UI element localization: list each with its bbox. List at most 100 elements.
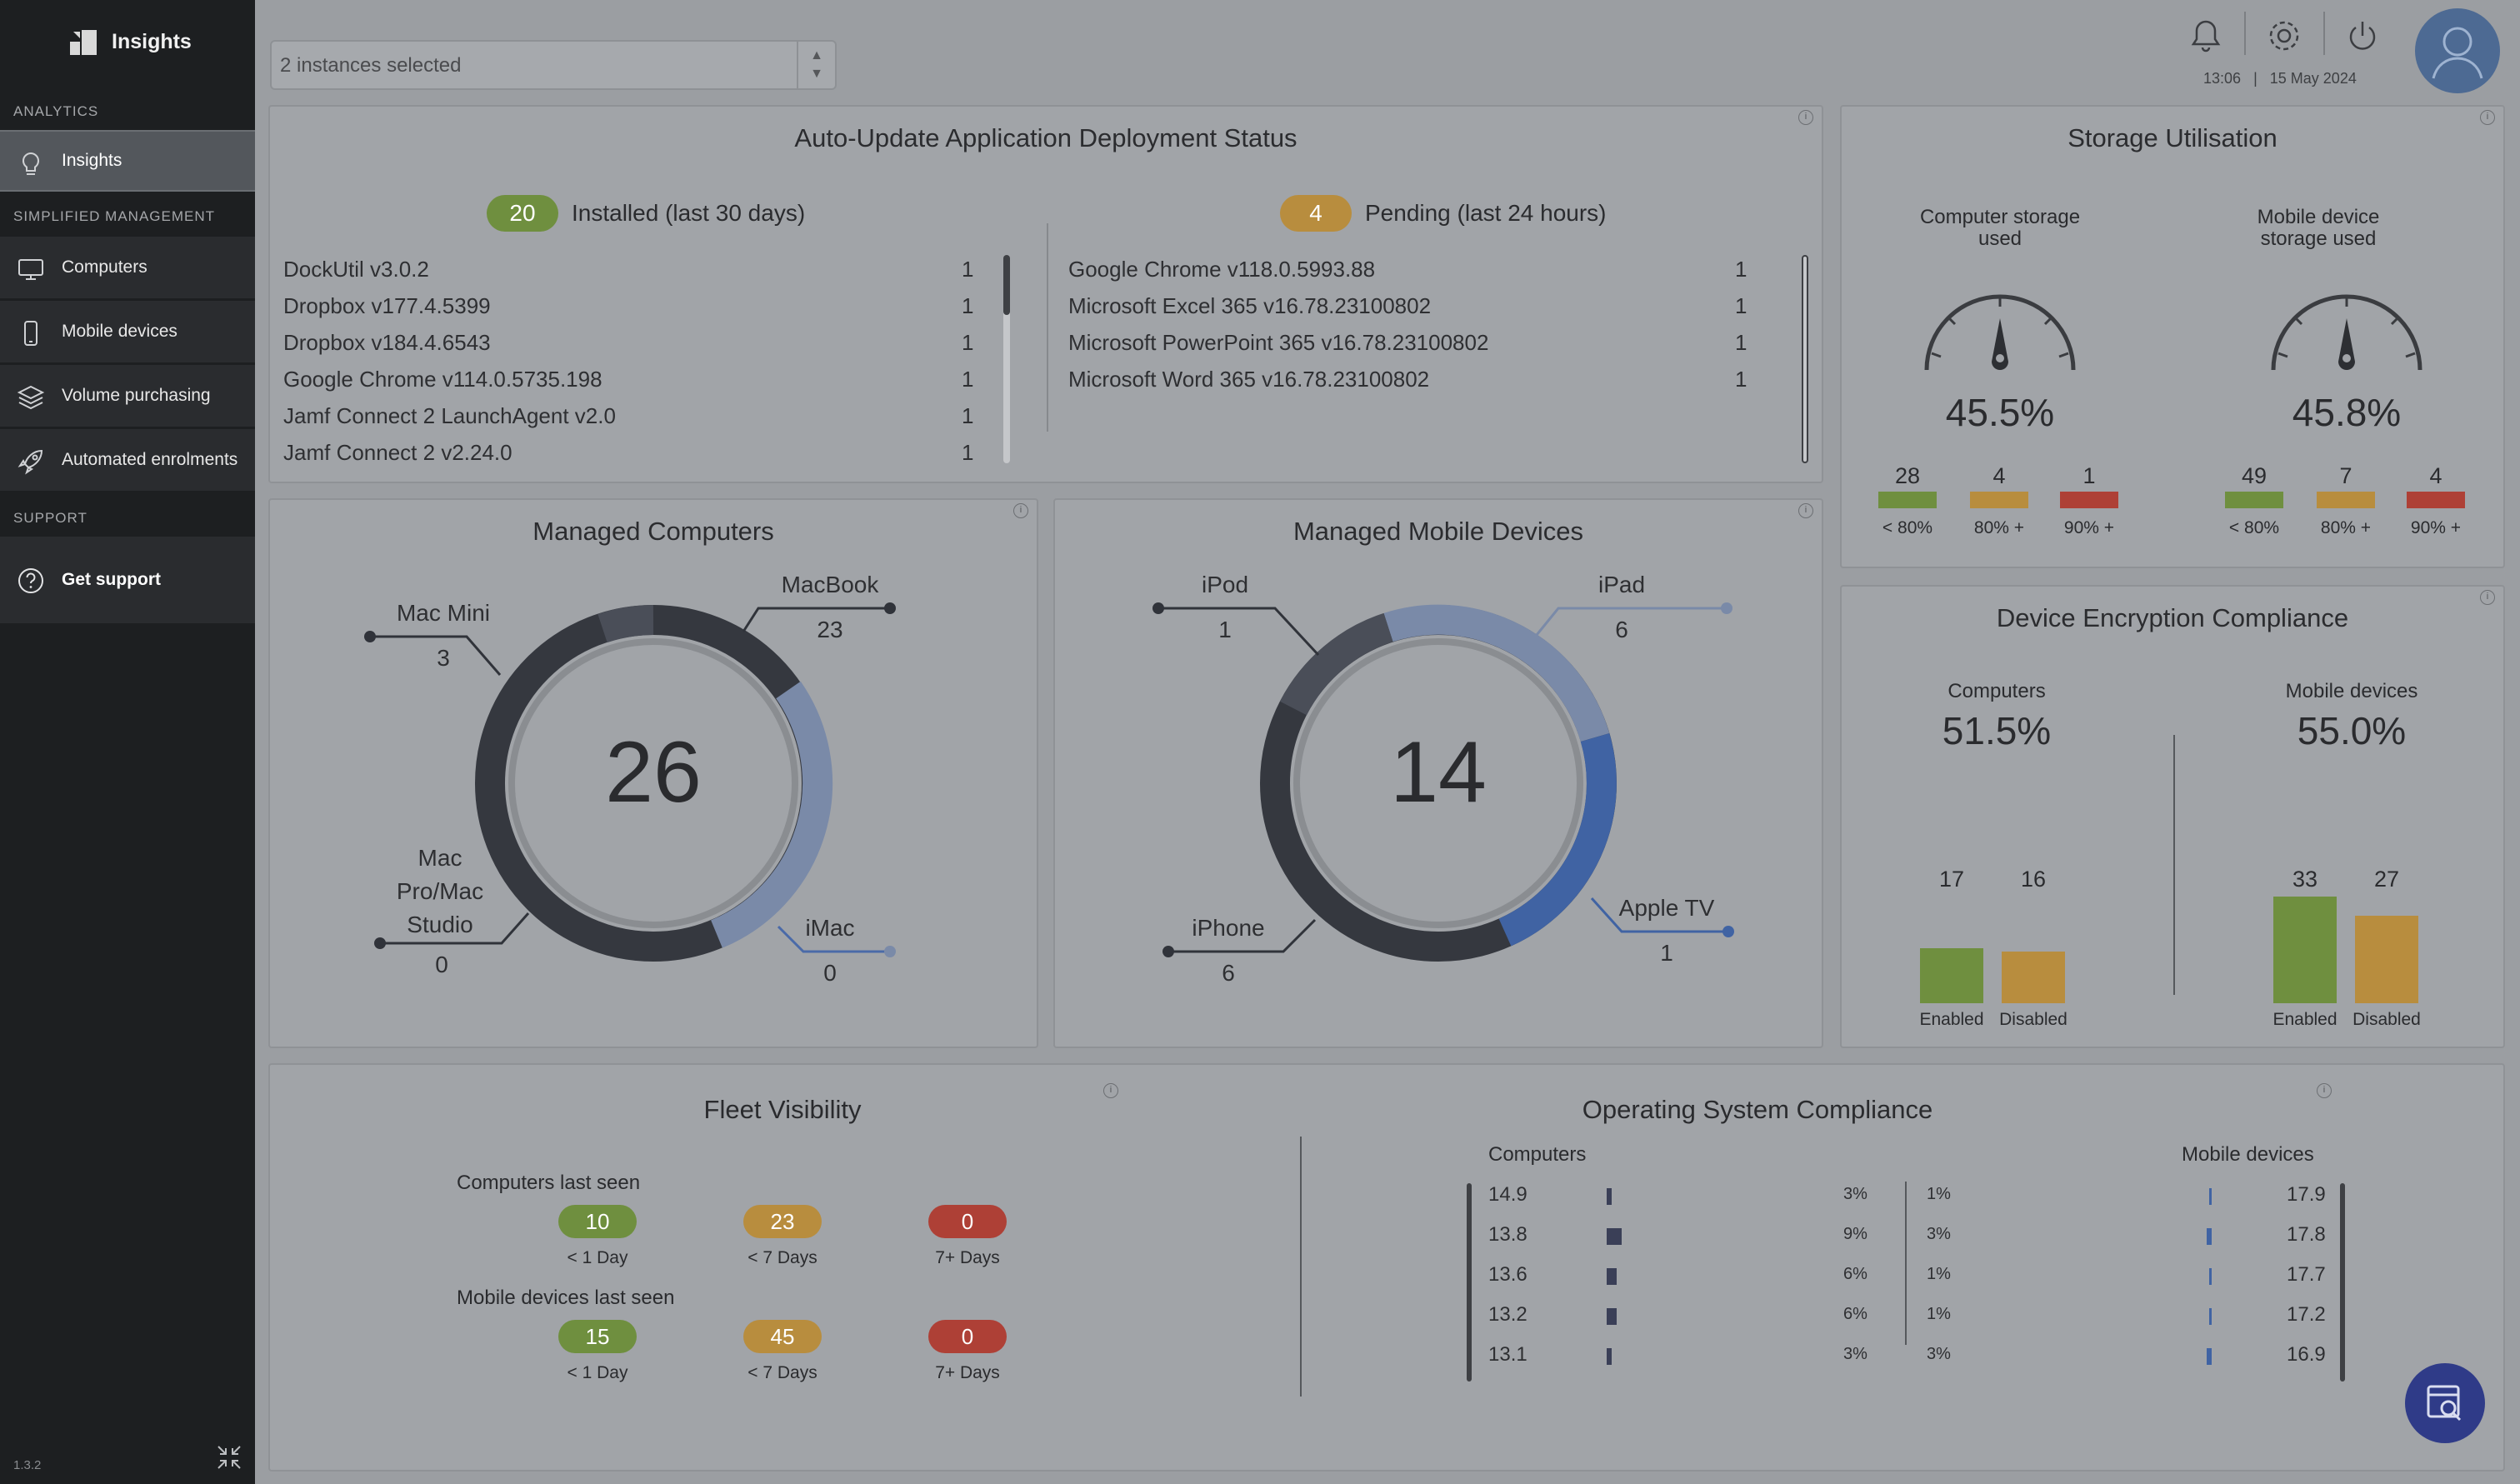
managed-computers-donut [364,602,896,962]
installed-count-badge: 20 [487,195,558,232]
info-icon[interactable]: i [1103,1083,1118,1098]
installed-scrollbar-thumb[interactable] [1003,255,1010,315]
info-icon[interactable]: i [2480,110,2495,125]
search-document-icon [2427,1385,2462,1422]
sidebar: Insights ANALYTICS Insights SIMPLIFIED M… [0,0,255,1484]
info-icon[interactable]: i [2317,1083,2332,1098]
os-percent: 3% [1927,1345,1951,1363]
installed-label: Installed (last 30 days) [572,200,806,226]
encryption-divider [2173,735,2175,995]
os-bar [1607,1268,1617,1285]
support-chat-button[interactable] [2405,1363,2485,1443]
os-version: 13.6 [1488,1263,1528,1286]
managed-computers-total: 26 [605,724,702,821]
list-item: Jamf Connect 2 v2.24.0 [283,440,512,465]
panel-title: Managed Mobile Devices [1292,517,1584,546]
list-item-count: 1 [962,367,974,392]
segment-label: iPad [1598,572,1646,597]
range-label: 7+ Days [935,1363,1000,1382]
toolbar-divider [2323,12,2325,55]
segment-label: Mac Mini [396,600,490,626]
bucket-bar-amber [2317,492,2375,508]
panel-title: Managed Computers [532,517,774,546]
encryption-mobile-percent: 55.0% [2297,709,2407,752]
segment-label: iPod [1201,572,1249,597]
range-label: 7+ Days [935,1248,1000,1267]
fleet-computers-label: Computers last seen [457,1172,641,1194]
info-icon[interactable]: i [1013,503,1028,518]
computer-storage-percent: 45.5% [1945,391,2055,434]
sidebar-item-automated-enrolments[interactable]: Automated enrolments [0,429,255,491]
mobile-storage-gauge [2271,294,2422,371]
pending-label: Pending (last 24 hours) [1365,200,1607,226]
sidebar-item-insights[interactable]: Insights [0,130,255,192]
managed-mobile-total: 14 [1390,724,1487,821]
bucket-value: 1 [2082,463,2096,488]
os-version: 13.1 [1488,1343,1528,1366]
storage-panel: Storage Utilisation i Computer storage u… [1840,105,2505,568]
select-arrows-icon: ▲ ▼ [797,42,835,88]
lightbulb-icon [22,152,40,175]
sidebar-item-label: Insights [62,151,122,170]
encryption-computers-percent: 51.5% [1942,709,2052,752]
os-bar [2209,1268,2212,1285]
os-version: 17.2 [2287,1303,2326,1326]
computer-storage-gauge [1924,294,2076,371]
collapse-icon[interactable] [215,1443,243,1472]
brand[interactable]: Insights [67,25,192,58]
bucket-value: 49 [2241,463,2268,488]
os-version: 14.9 [1488,1183,1528,1206]
mobile-storage-label: Mobile device [2257,206,2380,228]
toolbar-divider [2244,12,2246,55]
sidebar-item-get-support[interactable]: Get support [0,537,255,623]
power-icon[interactable] [2340,13,2385,58]
os-bar [2207,1228,2212,1245]
bucket-bar-red [2060,492,2118,508]
avatar[interactable] [2415,8,2500,93]
list-item-count: 1 [962,257,974,282]
fleet-badge-green: 15 [558,1320,637,1353]
os-version: 16.9 [2287,1343,2326,1366]
bucket-label: 80% + [2320,518,2372,537]
segment-value: 1 [1660,940,1673,966]
os-version: 13.2 [1488,1303,1528,1326]
info-icon[interactable]: i [1798,503,1813,518]
segment-value: 6 [1222,960,1235,986]
instance-selector[interactable]: 2 instances selected ▲ ▼ [270,40,837,90]
os-version: 17.7 [2287,1263,2326,1286]
segment-label: Mac Pro/Mac Studio [357,842,523,942]
os-bar [1607,1348,1612,1365]
bucket-bar-green [2225,492,2283,508]
pending-list[interactable]: Google Chrome v118.0.5993.88 1 Microsoft… [1068,257,1802,477]
os-bar [2209,1188,2212,1205]
sidebar-item-computers[interactable]: Computers [0,237,255,298]
list-item: Google Chrome v118.0.5993.88 [1068,257,1376,282]
os-bar [1607,1308,1617,1325]
info-icon[interactable]: i [2480,590,2495,605]
segment-label-line: Pro/Mac [396,878,484,904]
bucket-value: 4 [2429,463,2442,488]
segment-label: iPhone [1192,915,1265,941]
info-icon[interactable]: i [1798,110,1813,125]
fleet-badge-red: 0 [928,1320,1007,1353]
fleet-mobile-label: Mobile devices last seen [457,1287,675,1309]
bell-icon[interactable] [2183,13,2228,58]
sidebar-item-volume-purchasing[interactable]: Volume purchasing [0,365,255,427]
os-mobile-scrollbar[interactable] [2340,1183,2345,1382]
installed-scrollbar[interactable] [1003,255,1010,463]
encryption-bars [1920,897,2418,1003]
os-computers-scrollbar[interactable] [1467,1183,1472,1382]
section-support: SUPPORT [13,510,88,526]
segment-label-line: Mac [418,845,462,871]
installed-list[interactable]: DockUtil v3.0.2 1 Dropbox v177.4.5399 1 … [270,257,1053,477]
bar-label: Enabled [1919,1010,1984,1029]
gear-icon[interactable] [2262,13,2307,58]
encryption-panel: Device Encryption Compliance i Computers… [1840,585,2505,1048]
bar-label: Disabled [2352,1010,2421,1029]
pending-scrollbar[interactable] [1802,255,1808,463]
os-title: Operating System Compliance [1582,1095,1933,1124]
list-item-count: 1 [962,293,974,318]
os-mobile-label: Mobile devices [2182,1143,2314,1166]
bar-mobile-disabled [2355,916,2418,1003]
sidebar-item-mobile-devices[interactable]: Mobile devices [0,301,255,362]
